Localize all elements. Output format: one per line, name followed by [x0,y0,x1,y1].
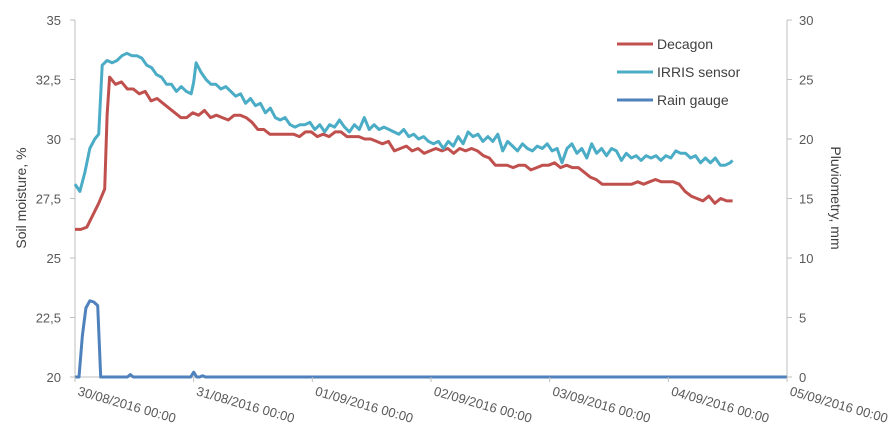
y2-tick-label: 10 [799,251,813,266]
y-axis-title: Soil moisture, % [13,147,29,248]
x-tick-label: 01/09/2016 00:00 [314,383,415,425]
y2-tick-label: 25 [799,73,813,88]
series-line-rain-gauge [75,299,787,379]
left-axis-ticks: 20 22,5 25 27,5 30 32,5 35 [36,13,75,385]
y-tick-label: 27,5 [36,192,61,207]
x-tick-label: 02/09/2016 00:00 [432,383,533,425]
y-tick-label: 30 [47,132,61,147]
y-tick-label: 32,5 [36,73,61,88]
x-tick-label: 31/08/2016 00:00 [195,383,296,425]
y-tick-label: 25 [47,251,61,266]
y2-tick-label: 30 [799,13,813,28]
y-tick-label: 20 [47,370,61,385]
y2-tick-label: 5 [799,311,806,326]
series-layer [73,51,787,379]
y2-axis-title: Pluviometry, mm [828,146,844,249]
legend: Decagon IRRIS sensor Rain gauge [617,36,741,108]
legend-label: IRRIS sensor [657,64,741,80]
series-line-decagon [75,75,733,231]
y2-tick-label: 20 [799,132,813,147]
x-tick-label: 04/09/2016 00:00 [670,383,771,425]
y2-tick-label: 0 [799,370,806,385]
x-tick-label: 30/08/2016 00:00 [76,383,177,425]
series-line-irris-sensor [73,51,734,193]
legend-label: Decagon [657,36,713,52]
y-tick-label: 35 [47,13,61,28]
x-tick-label: 05/09/2016 00:00 [788,383,889,425]
right-axis-ticks: 0 5 10 15 20 25 30 [787,13,813,385]
y2-tick-label: 15 [799,192,813,207]
x-tick-label: 03/09/2016 00:00 [551,383,652,425]
x-axis-ticks: 30/08/2016 00:00 31/08/2016 00:00 01/09/20… [74,377,890,426]
legend-label: Rain gauge [657,92,729,108]
y-tick-label: 22,5 [36,311,61,326]
